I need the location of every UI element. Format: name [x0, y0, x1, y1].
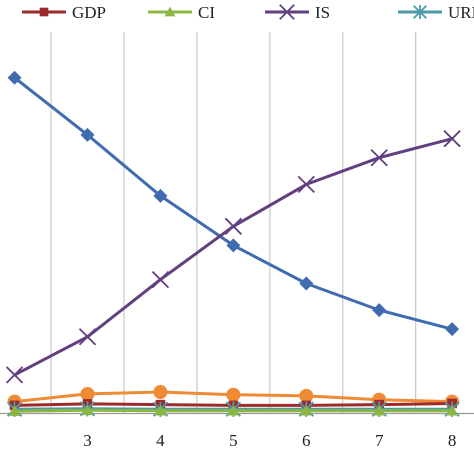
x-tick-label-5: 5 [229, 431, 238, 450]
point-is-4 [151, 271, 170, 289]
legend-label-urb: URB [448, 3, 474, 22]
vertical-gridlines [50, 32, 417, 413]
series-line-is [13, 137, 454, 377]
legend-label-ci: CI [198, 3, 215, 22]
legend-label-gdp: GDP [72, 3, 106, 22]
point-ci-7 [373, 404, 386, 416]
legend-label-is: IS [315, 3, 330, 22]
series-line-unlabeled-0 [13, 76, 454, 331]
legend-entry-ci: CI [148, 3, 215, 22]
point-ci-2 [8, 405, 21, 416]
series-is [5, 130, 461, 384]
point-is-5 [224, 217, 242, 235]
point-unlabeled-2-4 [153, 385, 168, 400]
legend-entry-is: IS [265, 3, 330, 22]
point-is-3 [78, 328, 97, 346]
x-tick-label-7: 7 [375, 431, 384, 450]
x-tick-label-6: 6 [302, 431, 311, 450]
point-unlabeled-0-4 [153, 188, 168, 203]
point-unlabeled-0-5 [226, 238, 241, 253]
series-ci [8, 404, 459, 416]
point-is-7 [370, 149, 388, 167]
legend-entry-urb: URB [398, 3, 474, 22]
point-ci-3 [81, 404, 94, 416]
x-tick-label-3: 3 [83, 431, 92, 450]
legend-swatch-marker-1 [164, 6, 176, 17]
point-is-2 [5, 366, 24, 384]
point-unlabeled-0-2 [7, 70, 22, 85]
point-unlabeled-0-3 [80, 127, 95, 142]
point-unlabeled-2-6 [299, 388, 314, 403]
legend-swatch-marker-2 [279, 4, 295, 20]
x-axis: 3 4 5 6 7 8 [0, 412, 474, 450]
point-unlabeled-0-7 [372, 303, 387, 318]
point-ci-4 [154, 404, 167, 416]
legend-swatch-marker-0 [39, 7, 49, 17]
point-unlabeled-0-8 [445, 322, 460, 337]
legend-entry-gdp: GDP [22, 3, 106, 22]
x-tick-label-4: 4 [156, 431, 165, 450]
series-group [5, 70, 461, 417]
legend-swatch-marker-3 [413, 5, 427, 19]
point-is-8 [443, 130, 461, 148]
point-unlabeled-2-3 [80, 386, 95, 401]
point-is-6 [297, 175, 315, 194]
x-tick-label-8: 8 [448, 431, 457, 450]
point-ci-6 [300, 404, 313, 416]
point-ci-8 [446, 404, 459, 416]
point-ci-5 [227, 404, 240, 416]
legend: GDP CI IS URB [22, 3, 474, 22]
point-unlabeled-0-6 [299, 276, 314, 291]
series-unlabeled-0 [7, 70, 460, 337]
point-unlabeled-2-5 [226, 387, 241, 402]
